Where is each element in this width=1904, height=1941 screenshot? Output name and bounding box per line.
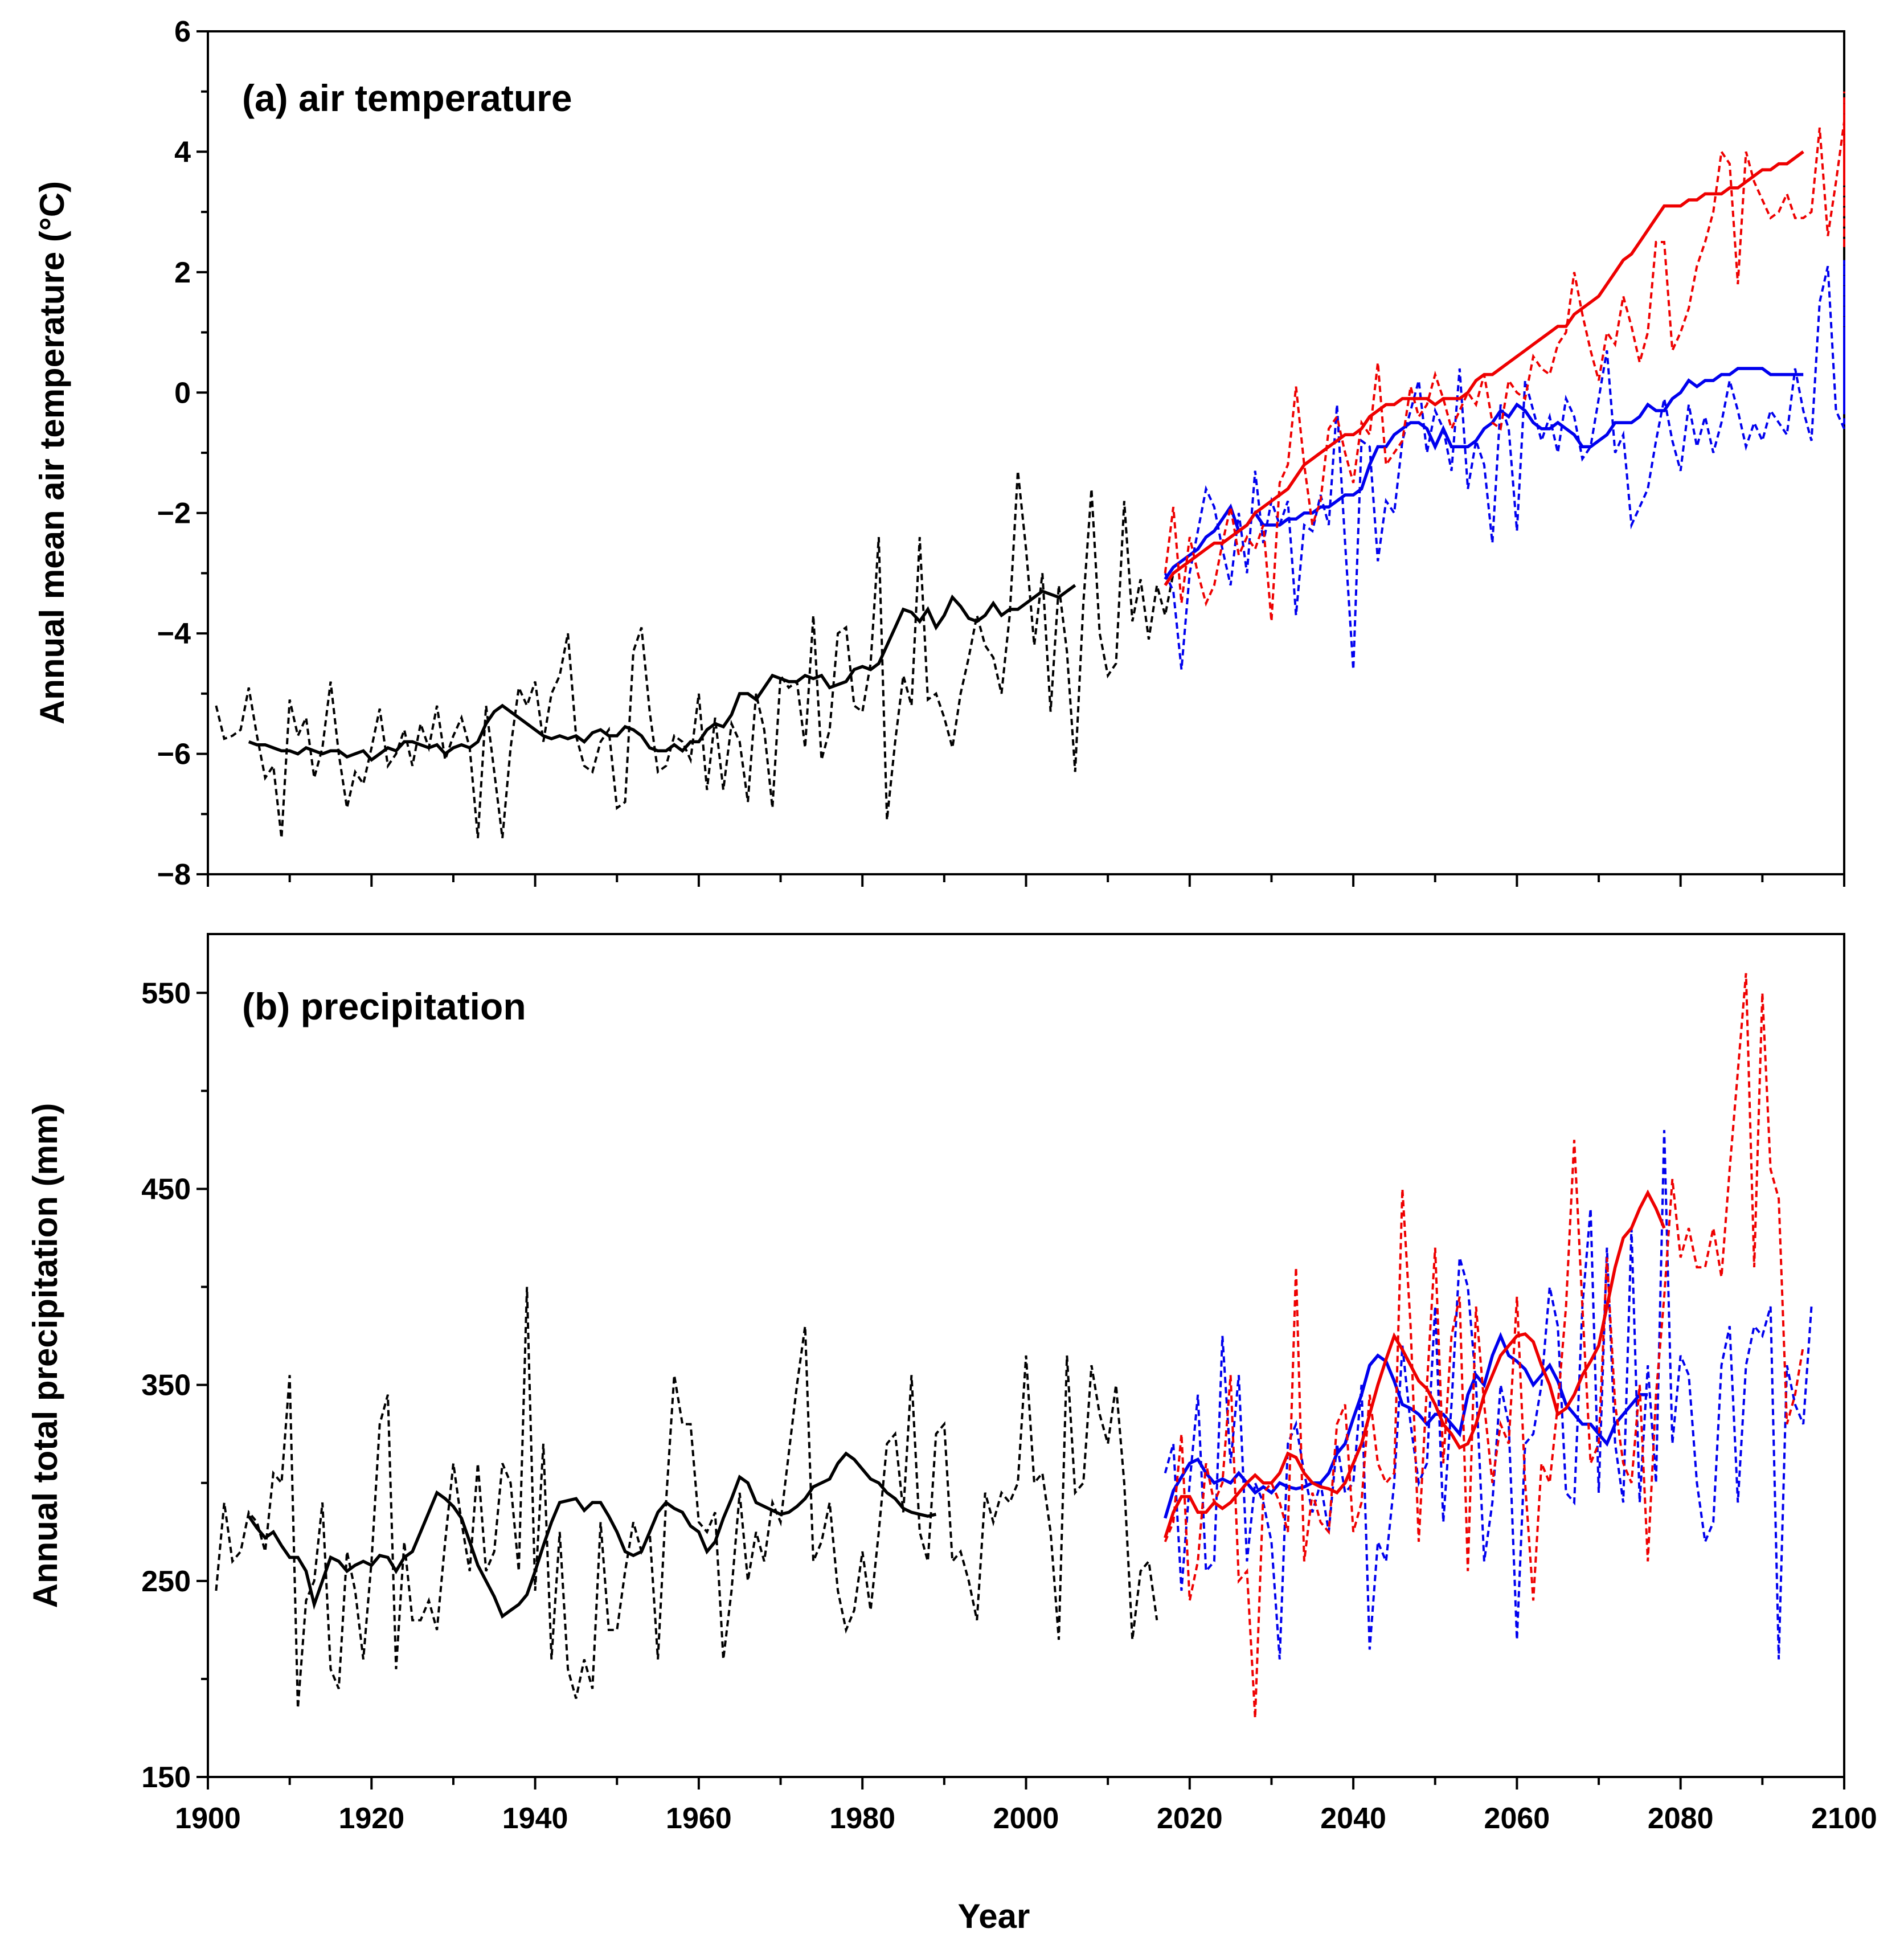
x-axis-title: Year bbox=[958, 1897, 1030, 1935]
ytick-label-b-2: 350 bbox=[141, 1369, 191, 1402]
panel-b-label: (b) precipitation bbox=[242, 985, 526, 1027]
series-b-observed-annual bbox=[215, 1287, 1158, 1709]
series-b-projection-red-annual bbox=[1164, 973, 1805, 1718]
ytick-label-a-6: 4 bbox=[174, 136, 191, 169]
ytick-label-b-0: 150 bbox=[141, 1761, 191, 1794]
series-a-projection-red-annual bbox=[1164, 91, 1845, 622]
xtick-label-8: 2060 bbox=[1484, 1802, 1550, 1835]
xtick-label-5: 2000 bbox=[993, 1802, 1059, 1835]
panel-b-precipitation: 150 250 350 450 550 1900 1920 1940 1960 1980 2000 2… bbox=[26, 933, 1877, 1935]
xtick-label-7: 2040 bbox=[1320, 1802, 1386, 1835]
panel-a-ticks: −8 −6 −4 −2 0 2 4 6 bbox=[157, 15, 1845, 891]
xtick-label-3: 1960 bbox=[666, 1802, 732, 1835]
panel-a-label: (a) air temperature bbox=[242, 77, 572, 119]
ytick-label-a-1: −6 bbox=[157, 738, 191, 771]
series-b-projection-red-moving-average bbox=[1164, 1189, 1666, 1538]
series-b-observed-moving-average bbox=[247, 1451, 937, 1619]
ytick-label-b-1: 250 bbox=[141, 1565, 191, 1598]
panel-b-ylabel: Annual total precipitation (mm) bbox=[26, 1103, 64, 1608]
ytick-label-a-0: −8 bbox=[157, 858, 191, 891]
ytick-label-b-4: 550 bbox=[141, 977, 191, 1010]
panel-a-air-temperature: −8 −6 −4 −2 0 2 4 6 (a) air temperature Annual … bbox=[33, 15, 1845, 891]
ytick-label-a-4: 0 bbox=[174, 376, 191, 410]
panel-a-ylabel: Annual mean air temperature (°C) bbox=[33, 181, 71, 724]
series-a-projection-blue-moving-average bbox=[1164, 367, 1804, 580]
xtick-label-2: 1940 bbox=[502, 1802, 568, 1835]
panel-b-series bbox=[215, 973, 1813, 1718]
panel-b-ticks: 150 250 350 450 550 1900 1920 1940 1960 1980 2000 2… bbox=[141, 977, 1877, 1835]
xtick-label-4: 1980 bbox=[829, 1802, 895, 1835]
ytick-label-a-3: −2 bbox=[157, 497, 191, 530]
ytick-label-b-3: 450 bbox=[141, 1173, 191, 1206]
series-a-observed-annual bbox=[215, 470, 1175, 838]
xtick-label-0: 1900 bbox=[175, 1802, 241, 1835]
ytick-label-a-2: −4 bbox=[157, 617, 191, 650]
ytick-label-a-7: 6 bbox=[174, 15, 191, 48]
series-b-projection-blue-annual bbox=[1164, 1130, 1813, 1660]
panel-a-series bbox=[215, 91, 1845, 838]
series-a-observed-moving-average bbox=[248, 584, 1076, 762]
xtick-label-10: 2100 bbox=[1811, 1802, 1877, 1835]
xtick-label-9: 2080 bbox=[1648, 1802, 1714, 1835]
xtick-label-6: 2020 bbox=[1157, 1802, 1223, 1835]
series-a-projection-blue-annual bbox=[1164, 260, 1845, 670]
xtick-label-1: 1920 bbox=[338, 1802, 404, 1835]
series-a-projection-red-moving-average bbox=[1164, 150, 1804, 587]
ytick-label-a-5: 2 bbox=[174, 256, 191, 289]
